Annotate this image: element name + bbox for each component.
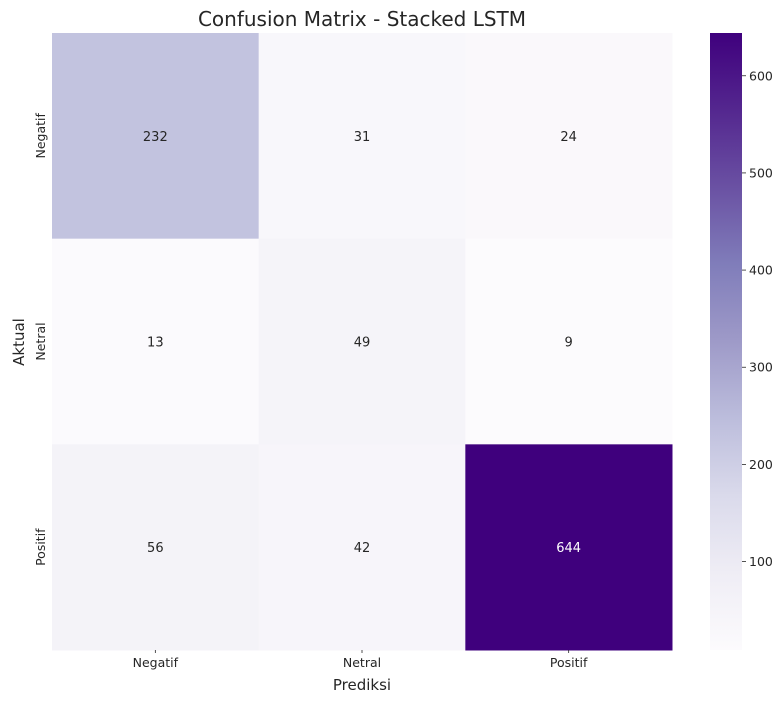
colorbar [710,33,742,650]
colorbar-tick-label: 100 [749,554,773,569]
heatmap-cell [52,238,260,445]
y-tick-label: Positif [33,528,48,566]
cell-value-label: 24 [560,130,577,145]
y-tick-labels: Negatif Netral Positif [33,113,48,566]
y-axis-label: Aktual [10,318,28,366]
cell-value-label: 49 [354,336,371,351]
y-tick-label: Negatif [33,113,48,159]
x-tick-label: Netral [343,655,381,670]
cell-value-label: 13 [147,336,164,351]
colorbar-tick-label: 400 [749,263,773,278]
heatmap-cell [52,33,260,240]
cell-value-label: 9 [565,336,573,351]
heatmap-cell [465,238,673,445]
cell-value-label: 56 [147,541,164,556]
chart-title: Confusion Matrix - Stacked LSTM [198,7,526,31]
heatmap-cells [52,33,673,651]
colorbar-tick-label: 500 [749,165,773,180]
heatmap-cell [258,238,466,445]
colorbar-tick-label: 600 [749,68,773,83]
colorbar-tick-label: 200 [749,457,773,472]
heatmap-cell [52,444,260,651]
x-tick-label: Negatif [133,655,179,670]
colorbar-tick-label: 300 [749,360,773,375]
cell-value-label: 31 [354,130,371,145]
heatmap-cell [465,444,673,651]
y-tick-label: Netral [33,322,48,360]
heatmap-cell [258,444,466,651]
cell-value-label: 644 [556,541,581,556]
heatmap-cell [258,33,466,240]
x-tick-label: Positif [550,655,588,670]
heatmap-cell-labels: 232 31 24 13 49 9 56 42 644 [143,130,581,556]
cell-value-label: 42 [354,541,371,556]
x-tick-labels: Negatif Netral Positif [133,650,588,670]
heatmap-cell [465,33,673,240]
x-axis-label: Prediksi [333,676,391,694]
colorbar-ticks: 100 200 300 400 500 600 [742,68,773,569]
cell-value-label: 232 [143,130,168,145]
